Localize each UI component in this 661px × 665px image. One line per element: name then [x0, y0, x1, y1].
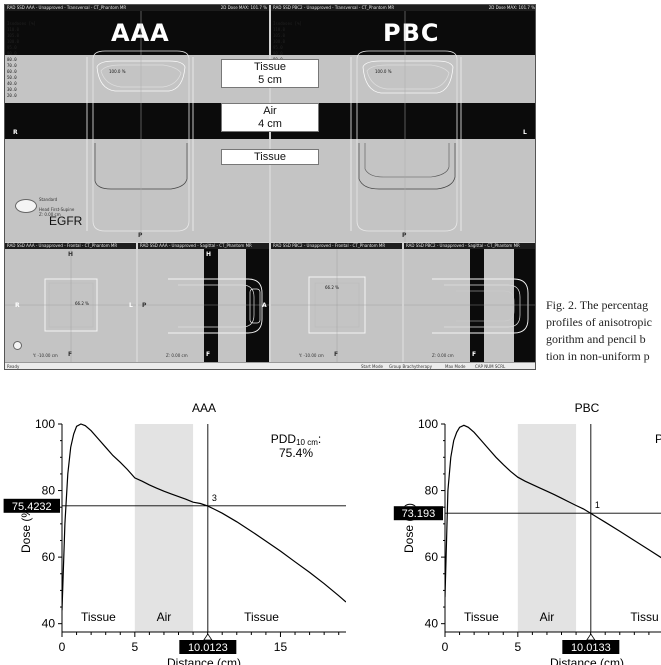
region-label: Tissue: [244, 610, 279, 624]
right-view-title: RAD SSD PBC2 - Unapproved - Transversal …: [273, 5, 395, 10]
cursor-x-pointer-icon: [586, 633, 596, 641]
figure-caption: Fig. 2. The percentag profiles of anisot…: [546, 297, 661, 365]
pbc-dose-label: 100.0 %: [375, 69, 392, 74]
cursor-y-value: 73.193: [402, 508, 436, 520]
x-tick-label: 0: [442, 640, 449, 654]
top-air-strip-right: [271, 11, 535, 55]
y-tick-label: 40: [425, 617, 439, 631]
chart-title: AAA: [192, 401, 216, 415]
cursor-y-value: 75.4232: [12, 501, 52, 513]
aaa-sagittal-view[interactable]: P A H F Z: 0.00 cm: [138, 249, 269, 363]
y-tick-label: 60: [42, 550, 56, 564]
air-region-shading: [517, 424, 577, 632]
y-tick-label: 80: [42, 484, 56, 498]
tissue-label: Tissue: [221, 149, 319, 165]
aaa-dose-label: 100.0 %: [109, 69, 126, 74]
aaa-pdd-plot: 406080100051015AAADistance (cm)Dose (%)T…: [3, 401, 346, 665]
cursor-y-value-box: [393, 506, 443, 521]
caption-line-2: profiles of anisotropic: [546, 315, 652, 329]
standard-label: Standard: [39, 197, 58, 202]
pdd-annotation-value: 75.4%: [279, 446, 313, 460]
orient-p-right: P: [402, 232, 407, 239]
chart-title: PBC: [575, 401, 600, 415]
left-view-title: RAD SSD AAA - Unapproved - Transversal -…: [7, 5, 127, 10]
top-air-strip: [5, 11, 269, 55]
egfr-label: EGFR: [49, 214, 83, 228]
pdd-annotation-cut: P: [655, 432, 661, 446]
region-label: Tissue: [464, 610, 499, 624]
pbc-sagittal-titlebar: RAD SSD PBC2 - Unapproved - Sagittal - C…: [404, 243, 535, 249]
left-view-dose-max: 2D Dose MAX: 101.7 %: [220, 5, 267, 10]
y-tick-label: 40: [42, 617, 56, 631]
x-axis-label: Distance (cm): [167, 656, 241, 665]
patient-orientation-icon: [15, 199, 37, 213]
region-label: Air: [540, 610, 555, 624]
cursor-x-value-box: [179, 640, 237, 654]
pdd-curve-line: [445, 424, 661, 598]
x-axis-label: Distance (cm): [550, 656, 624, 665]
aaa-isodose-curves: [86, 11, 194, 242]
cursor-x-value-box: [562, 640, 620, 654]
pdd-annotation: PDD10 cm:: [271, 432, 321, 447]
y-tick-label: 60: [425, 550, 439, 564]
right-view-dose-max: 2D Dose MAX: 101.7 %: [488, 5, 535, 10]
status-bar: Ready Start Mode Group Brachytherapy Max…: [5, 362, 535, 369]
y-axis-label: Dose (%): [19, 503, 33, 553]
caption-line-1: Fig. 2. The percentag: [546, 298, 649, 312]
x-tick-label: 5: [131, 640, 138, 654]
pbc-frontal-view[interactable]: 66.2 % F Y: -10.00 cm: [271, 249, 402, 363]
air-4cm-label: Air 4 cm: [221, 103, 319, 132]
z-coordinate-label: Z: 0.00 cm: [39, 212, 61, 217]
pbc-sagittal-view[interactable]: F Z: 0.00 cm: [404, 249, 535, 363]
orient-l-right: L: [523, 129, 527, 136]
y-tick-label: 100: [418, 417, 438, 431]
aaa-frontal-dose-label: 66.2 %: [75, 301, 89, 306]
tps-screenshot: RAD SSD AAA - Unapproved - Transversal -…: [4, 4, 536, 370]
cursor-marker-label: 1: [595, 500, 600, 510]
orient-r-left: R: [13, 129, 18, 136]
pbc-pdd-plot: 4060801000510PBCDistance (cm)Dose (%)Tis…: [393, 401, 661, 665]
pbc-frontal-titlebar: RAD SSD PBC2 - Unapproved - Frontal - CT…: [271, 243, 402, 249]
isodose-legend: Isodoses [%] 110.0 105.0 100.0 95.0 90.0…: [7, 21, 36, 98]
right-view-titlebar: RAD SSD PBC2 - Unapproved - Transversal …: [271, 5, 535, 11]
cursor-x-pointer-icon: [203, 633, 213, 641]
caption-line-3: gorithm and pencil b: [546, 332, 646, 346]
region-label: Air: [157, 610, 172, 624]
left-view-titlebar: RAD SSD AAA - Unapproved - Transversal -…: [5, 5, 269, 11]
cursor-x-value: 10.0133: [571, 642, 611, 654]
pbc-frontal-dose-label: 66.2 %: [325, 285, 339, 290]
aaa-frontal-titlebar: RAD SSD AAA - Unapproved - Frontal - CT_…: [5, 243, 136, 249]
aaa-view-label: AAA: [111, 19, 170, 47]
y-tick-label: 80: [425, 484, 439, 498]
orient-p-left: P: [138, 232, 143, 239]
x-tick-label: 0: [59, 640, 66, 654]
pbc-view-label: PBC: [383, 19, 440, 47]
x-tick-label: 15: [274, 640, 288, 654]
patient-orientation-icon-frontal: [13, 341, 22, 350]
region-label: Tissu: [630, 610, 658, 624]
pdd-curve-line: [62, 423, 346, 611]
aaa-frontal-view[interactable]: 66.2 % R L H F Y: -10.00 cm: [5, 249, 136, 363]
aaa-sagittal-titlebar: RAD SSD AAA - Unapproved - Sagittal - CT…: [138, 243, 269, 249]
head-first-label: Head First-Supine: [39, 207, 75, 212]
cursor-marker-label: 3: [212, 493, 217, 503]
cursor-y-value-box: [3, 498, 61, 513]
pbc-isodose-curves: [350, 11, 462, 242]
air-region-shading: [134, 424, 194, 632]
tissue-5cm-label: Tissue 5 cm: [221, 59, 319, 88]
caption-line-4: tion in non-uniform p: [546, 349, 650, 363]
region-label: Tissue: [81, 610, 116, 624]
x-tick-label: 5: [514, 640, 521, 654]
y-tick-label: 100: [35, 417, 55, 431]
cursor-x-value: 10.0123: [188, 642, 228, 654]
